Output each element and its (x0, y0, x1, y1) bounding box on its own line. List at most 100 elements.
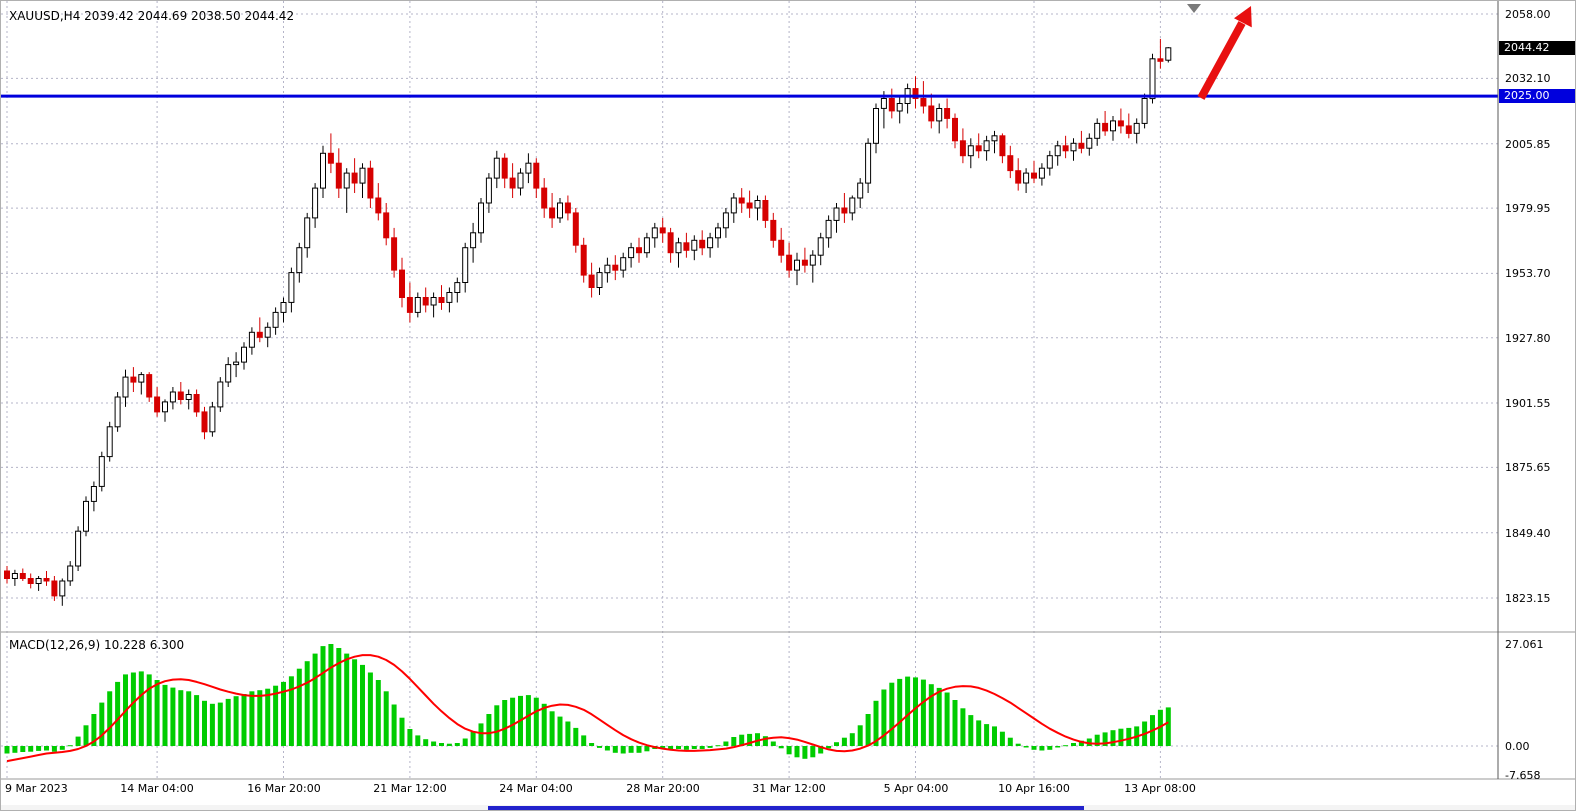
candle-body (1133, 122, 1140, 134)
candle-body (936, 108, 943, 122)
price-axis-label: 2058.00 (1505, 8, 1551, 21)
macd-histogram-bar (367, 672, 373, 746)
macd-histogram-bar (288, 676, 294, 746)
macd-histogram-bar (154, 680, 160, 746)
candle-body (596, 272, 603, 289)
candle-body (762, 200, 769, 221)
macd-histogram-bar (1165, 707, 1171, 746)
time-axis-label: 5 Apr 04:00 (883, 782, 949, 795)
macd-histogram-bar (873, 700, 879, 746)
macd-histogram-bar (415, 735, 421, 746)
macd-signal-line (6, 654, 1169, 763)
candle-body (233, 361, 240, 366)
candle-body (1054, 145, 1061, 157)
candle-body (612, 264, 619, 271)
candle-body (1007, 155, 1014, 172)
candle-body (146, 374, 153, 398)
time-axis-label: 9 Mar 2023 (5, 782, 68, 795)
candle-body (312, 187, 319, 219)
candle-body (857, 182, 864, 199)
candle-body (873, 108, 879, 144)
candle-body (738, 197, 745, 204)
macd-histogram-bar (83, 725, 89, 746)
macd-axis-label: 0.00 (1505, 740, 1530, 753)
candle-body (1086, 137, 1093, 149)
macd-histogram-bar (723, 741, 729, 746)
macd-histogram-bar (557, 716, 563, 746)
macd-histogram-bar (20, 746, 26, 752)
price-axis[interactable]: 2058.00 2032.10 2005.85 1979.95 1953.70 1927.… (1499, 1, 1575, 782)
candle-body (193, 394, 200, 413)
macd-histogram-bar (1023, 746, 1029, 748)
macd-histogram-bar (826, 746, 832, 749)
candle-body (320, 152, 326, 189)
candle-body (1038, 167, 1045, 179)
candle-body (422, 297, 429, 306)
candle-body (675, 242, 682, 254)
candle-body (825, 219, 832, 239)
candle-body (169, 391, 176, 403)
candle-body (999, 135, 1006, 157)
candlestick-series[interactable] (4, 38, 1172, 606)
macd-histogram-bar (28, 746, 34, 752)
macd-histogram-bar (889, 682, 895, 746)
macd-histogram-bar (841, 737, 847, 746)
candle-body (438, 297, 445, 303)
candle-body (177, 391, 184, 400)
macd-histogram-bar (976, 720, 982, 746)
candle-body (983, 140, 990, 152)
macd-histogram-bar (446, 743, 452, 746)
macd-histogram-bar (739, 734, 745, 746)
candle-body (304, 217, 311, 249)
macd-histogram-bar (668, 746, 674, 749)
macd-histogram-bar (810, 746, 816, 758)
macd-histogram-bar (407, 729, 413, 746)
horizontal-scrollbar[interactable] (1, 805, 1575, 810)
macd-histogram-bar (541, 703, 547, 746)
candle-body (920, 98, 927, 107)
macd-histogram-bar (344, 653, 350, 746)
candle-body (19, 573, 26, 579)
macd-histogram-bar (802, 746, 808, 759)
macd-histogram-bar (186, 691, 192, 746)
price-axis-label: 1979.95 (1505, 202, 1551, 215)
candle-body (865, 142, 872, 184)
candle-body (185, 394, 192, 400)
macd-histogram-bar (928, 684, 934, 746)
candle-body (699, 239, 706, 249)
time-axis-label: 10 Apr 16:00 (998, 782, 1070, 795)
candle-body (256, 331, 263, 338)
horizontal-scrollbar-thumb[interactable] (488, 806, 1084, 810)
candle-body (399, 269, 405, 299)
time-axis-label: 31 Mar 12:00 (752, 782, 826, 795)
candle-body (912, 88, 919, 99)
macd-histogram-bar (589, 743, 595, 746)
candle-body (588, 274, 595, 289)
candle-body (517, 172, 524, 189)
trend-arrow-shaft[interactable] (1197, 21, 1246, 100)
macd-histogram-bar (604, 746, 610, 751)
candle-body (564, 202, 571, 214)
macd-histogram-bar (644, 746, 650, 752)
candle-body (359, 167, 366, 184)
trend-arrow[interactable] (1197, 6, 1252, 100)
candle-body (525, 162, 532, 174)
candle-body (27, 578, 34, 584)
candle-body (667, 232, 674, 254)
macd-histogram-bar (1110, 730, 1116, 746)
macd-histogram (4, 644, 1171, 759)
macd-histogram-bar (209, 703, 215, 746)
price-axis-label: 1849.40 (1505, 527, 1551, 540)
macd-histogram-bar (399, 717, 405, 746)
trend-arrow-head[interactable] (1234, 6, 1252, 28)
macd-histogram-bar (439, 743, 444, 746)
macd-histogram-bar (146, 674, 152, 746)
chart-shift-marker-icon[interactable] (1187, 4, 1201, 13)
macd-histogram-bar (1094, 734, 1100, 746)
macd-histogram-bar (968, 715, 974, 746)
macd-histogram-bar (51, 746, 57, 752)
macd-histogram-bar (375, 680, 381, 746)
time-axis[interactable]: 9 Mar 2023 14 Mar 04:00 16 Mar 20:00 21 Mar… (1, 782, 1498, 802)
macd-histogram-bar (857, 725, 863, 746)
